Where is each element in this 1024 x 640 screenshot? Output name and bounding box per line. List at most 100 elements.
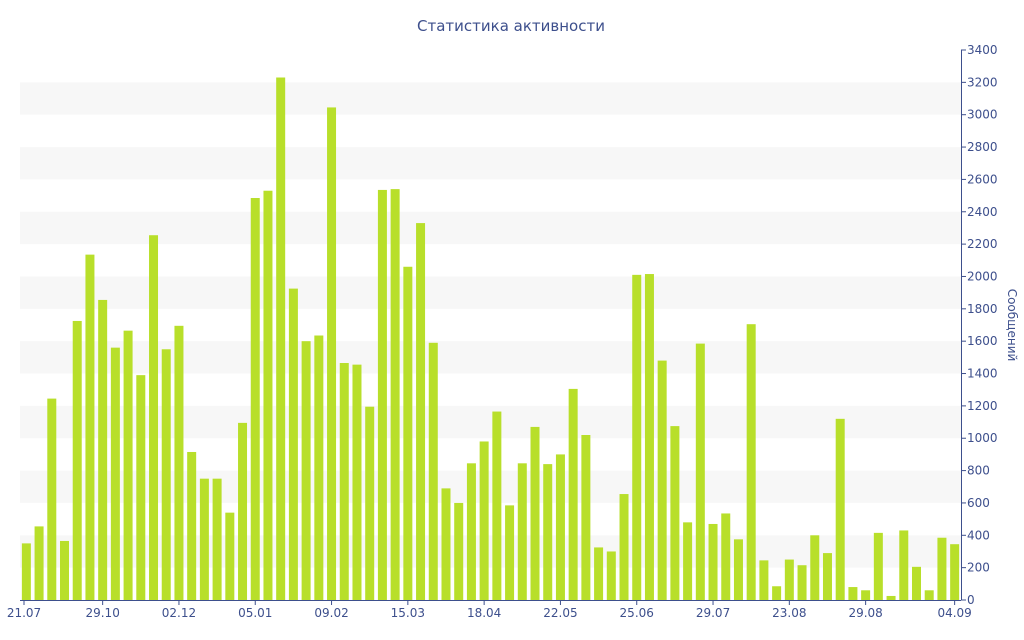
bar <box>657 360 667 600</box>
bar <box>721 513 731 600</box>
bar <box>250 198 260 600</box>
bar <box>72 320 82 600</box>
bar <box>466 463 476 600</box>
y-tick-label: 0 <box>967 593 975 607</box>
bar <box>784 559 794 600</box>
y-tick-label: 1200 <box>967 399 998 413</box>
bar <box>937 537 947 600</box>
y-tick-label: 3000 <box>967 108 998 122</box>
bar <box>886 595 896 600</box>
x-tick-label: 29.07 <box>696 606 730 620</box>
x-tick-label: 18.04 <box>467 606 501 620</box>
y-tick-label: 2600 <box>967 172 998 186</box>
bar <box>924 590 934 600</box>
x-tick-label: 22.05 <box>543 606 577 620</box>
x-tick-label: 21.07 <box>7 606 41 620</box>
bar <box>454 502 464 600</box>
bar <box>390 189 400 600</box>
bar <box>810 535 820 600</box>
bar <box>263 190 273 600</box>
bar <box>899 530 909 600</box>
bar <box>606 551 616 600</box>
bar <box>339 363 349 600</box>
grid-band <box>20 82 961 115</box>
bar <box>34 526 44 600</box>
bar <box>301 341 311 600</box>
grid-band <box>20 147 961 180</box>
bar <box>60 540 70 600</box>
grid-bands <box>20 82 961 568</box>
bar <box>822 553 832 600</box>
bar <box>441 488 451 600</box>
bar <box>911 566 921 600</box>
bar <box>199 478 209 600</box>
bar <box>848 587 858 600</box>
y-axis-title: Сообщений <box>1005 289 1019 362</box>
bar <box>683 522 693 600</box>
bar <box>505 505 515 600</box>
x-tick-label: 09.02 <box>314 606 348 620</box>
bar <box>21 543 31 600</box>
bar <box>377 189 387 601</box>
bar <box>746 324 756 600</box>
bar <box>110 347 120 600</box>
x-tick-label: 23.08 <box>772 606 806 620</box>
grid-band <box>20 535 961 568</box>
grid-band <box>20 276 961 309</box>
bar <box>479 441 489 600</box>
grid-band <box>20 405 961 439</box>
bar <box>403 266 413 600</box>
bar <box>288 288 298 600</box>
bar <box>873 532 883 600</box>
y-tick-label: 2000 <box>967 269 998 283</box>
bar <box>619 494 629 600</box>
bar <box>581 435 591 600</box>
bar <box>632 274 642 600</box>
bar <box>835 418 845 600</box>
bar <box>861 590 871 600</box>
bar <box>772 586 782 600</box>
bar <box>212 478 222 600</box>
bar <box>276 77 286 600</box>
bar <box>695 343 705 600</box>
grid-band <box>20 211 961 245</box>
y-tick-label: 200 <box>967 561 990 575</box>
bar <box>47 398 57 600</box>
x-tick-label: 29.10 <box>85 606 119 620</box>
bar <box>225 512 235 600</box>
bar <box>238 422 248 600</box>
y-tick-label: 1600 <box>967 334 998 348</box>
bar <box>733 539 743 600</box>
bar <box>797 565 807 600</box>
bar <box>174 325 184 600</box>
x-tick-label: 15.03 <box>391 606 425 620</box>
bar <box>759 560 769 600</box>
y-tick-label: 400 <box>967 528 990 542</box>
chart-title: Статистика активности <box>417 17 605 35</box>
bar <box>555 454 565 600</box>
bar <box>136 375 146 600</box>
bar <box>492 411 502 600</box>
bar <box>416 223 426 600</box>
bar <box>594 547 604 600</box>
y-tick-label: 3200 <box>967 75 998 89</box>
bar <box>123 330 133 600</box>
y-tick-label: 2800 <box>967 140 998 154</box>
y-tick-label: 2200 <box>967 237 998 251</box>
x-tick-label: 25.06 <box>620 606 654 620</box>
bar <box>187 451 197 600</box>
bar <box>314 335 324 600</box>
y-tick-label: 1000 <box>967 431 998 445</box>
grid-band <box>20 341 961 374</box>
bar <box>98 299 108 600</box>
x-tick-label: 29.08 <box>848 606 882 620</box>
axes: 0 200 400 600 800 1000 1200 1400 1600 1800 2000 220… <box>7 43 998 620</box>
bar <box>644 274 654 600</box>
y-tick-label: 1400 <box>967 367 998 381</box>
grid-band <box>20 470 961 503</box>
bar <box>670 426 680 600</box>
y-tick-label: 3400 <box>967 43 998 57</box>
bar-series <box>21 77 960 601</box>
